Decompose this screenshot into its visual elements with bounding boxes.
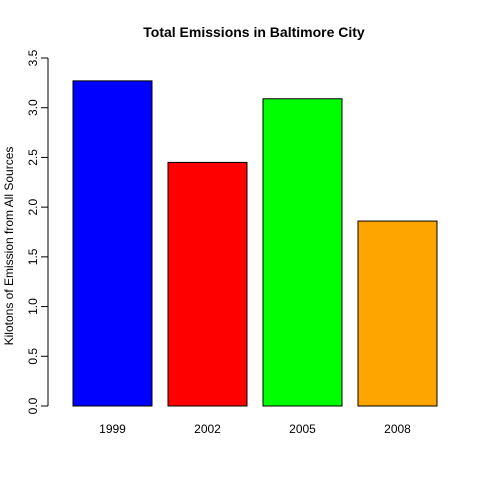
y-axis: 0.0 0.5 1.0 1.5 2.0 2.5 3.0 3.5 xyxy=(26,49,49,414)
y-axis-label: Kilotons of Emission from All Sources xyxy=(2,147,16,346)
x-tick-label: 2005 xyxy=(289,422,316,436)
chart-title: Total Emissions in Baltimore City xyxy=(143,24,365,40)
y-tick-label: 3.5 xyxy=(26,49,40,66)
y-tick-label: 1.0 xyxy=(26,298,40,315)
x-tick-label: 2002 xyxy=(194,422,221,436)
x-tick-label: 1999 xyxy=(99,422,126,436)
y-tick-label: 2.0 xyxy=(26,198,40,215)
y-tick-label: 0.5 xyxy=(26,348,40,365)
y-tick-label: 3.0 xyxy=(26,99,40,116)
x-tick-label: 2008 xyxy=(384,422,411,436)
bar-2005 xyxy=(262,98,343,407)
bar-2008 xyxy=(357,220,438,407)
y-tick-label: 1.5 xyxy=(26,248,40,265)
bar-1999 xyxy=(72,80,153,407)
y-tick-label: 0.0 xyxy=(26,397,40,414)
x-tick-labels: 1999 2002 2005 2008 xyxy=(99,422,411,436)
y-tick-label: 2.5 xyxy=(26,149,40,166)
bars-group xyxy=(72,80,438,407)
bar-2002 xyxy=(167,161,248,407)
